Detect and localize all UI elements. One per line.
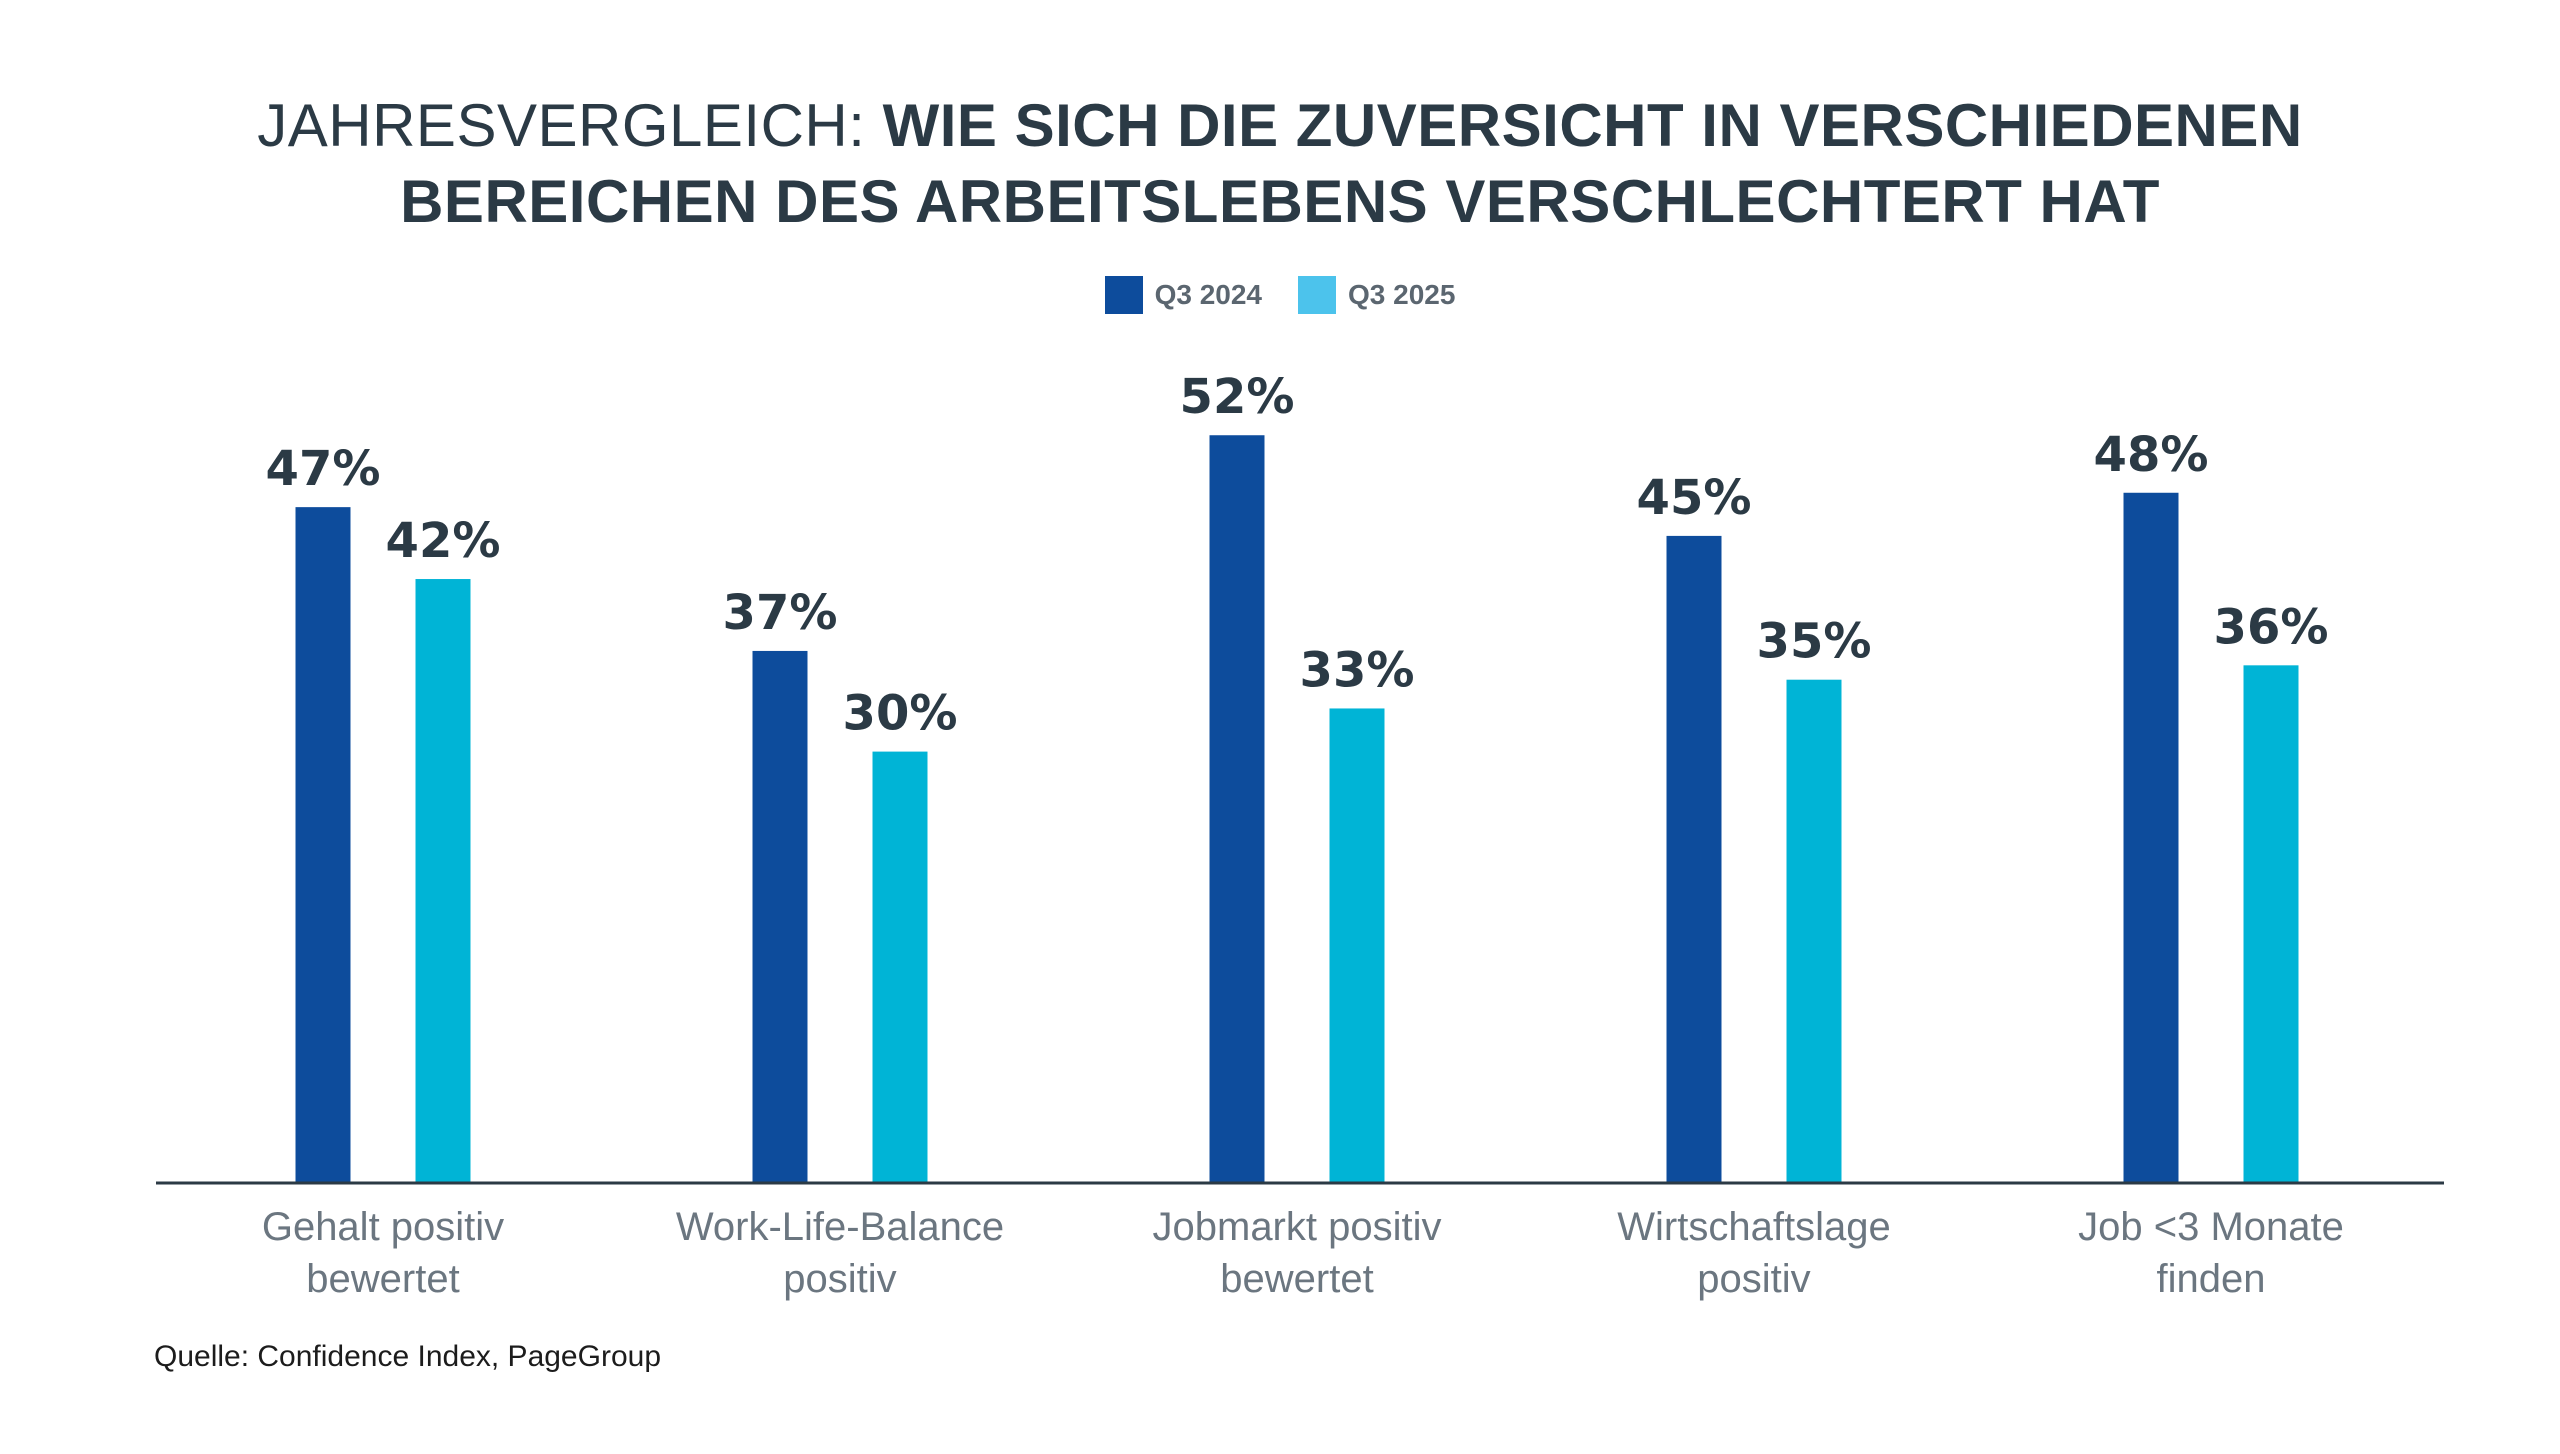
bar-q3-2025 bbox=[415, 579, 471, 1183]
data-label: 48% bbox=[2094, 427, 2209, 483]
data-label: 30% bbox=[843, 686, 958, 742]
title-main-line-1: WIE SICH DIE ZUVERSICHT IN VERSCHIEDENEN bbox=[882, 92, 2303, 159]
data-label: 45% bbox=[1637, 470, 1752, 526]
legend-label-q3-2025: Q3 2025 bbox=[1348, 279, 1456, 310]
data-label: 42% bbox=[386, 513, 501, 569]
category-label: Wirtschaftslage bbox=[1617, 1205, 1890, 1249]
source-note: Quelle: Confidence Index, PageGroup bbox=[154, 1340, 661, 1373]
category-label: Jobmarkt positiv bbox=[1153, 1205, 1442, 1249]
data-label: 37% bbox=[723, 585, 838, 641]
category-label: positiv bbox=[1697, 1257, 1810, 1301]
category-label: Job <3 Monate bbox=[2078, 1205, 2344, 1249]
category-label: bewertet bbox=[306, 1257, 459, 1301]
legend-label-q3-2024: Q3 2024 bbox=[1154, 279, 1262, 310]
bar-q3-2025 bbox=[1329, 708, 1385, 1183]
bar-q3-2024 bbox=[1666, 535, 1722, 1183]
bar-q3-2024 bbox=[295, 507, 351, 1183]
category-label: positiv bbox=[783, 1257, 896, 1301]
bar-q3-2024 bbox=[1209, 435, 1265, 1183]
bar-q3-2025 bbox=[872, 751, 928, 1183]
category-label: Gehalt positiv bbox=[262, 1205, 504, 1249]
legend-item-q3-2024: Q3 2024 bbox=[1104, 276, 1262, 314]
legend-item-q3-2025: Q3 2025 bbox=[1298, 276, 1455, 314]
category-label: finden bbox=[2157, 1257, 2266, 1301]
title-line-1: JAHRESVERGLEICH: WIE SICH DIE ZUVERSICHT… bbox=[0, 88, 2560, 164]
legend-swatch-q3-2025 bbox=[1298, 276, 1336, 314]
category-label: Work-Life-Balance bbox=[676, 1205, 1004, 1249]
title-lead: JAHRESVERGLEICH: bbox=[257, 92, 866, 159]
legend: Q3 2024 Q3 2025 bbox=[0, 276, 2560, 314]
data-label: 36% bbox=[2214, 599, 2329, 655]
title-main-line-2: BEREICHEN DES ARBEITSLEBENS VERSCHLECHTE… bbox=[400, 168, 2160, 235]
bar-q3-2025 bbox=[2243, 665, 2299, 1183]
chart-title: JAHRESVERGLEICH: WIE SICH DIE ZUVERSICHT… bbox=[0, 88, 2560, 240]
data-label: 35% bbox=[1757, 614, 1872, 670]
data-label: 47% bbox=[266, 441, 381, 497]
bar-q3-2024 bbox=[2123, 492, 2179, 1183]
category-label: bewertet bbox=[1220, 1257, 1373, 1301]
bar-q3-2024 bbox=[752, 650, 808, 1183]
data-label: 33% bbox=[1300, 642, 1415, 698]
data-label: 52% bbox=[1180, 369, 1295, 425]
bar-q3-2025 bbox=[1786, 679, 1842, 1183]
legend-swatch-q3-2024 bbox=[1104, 276, 1143, 314]
